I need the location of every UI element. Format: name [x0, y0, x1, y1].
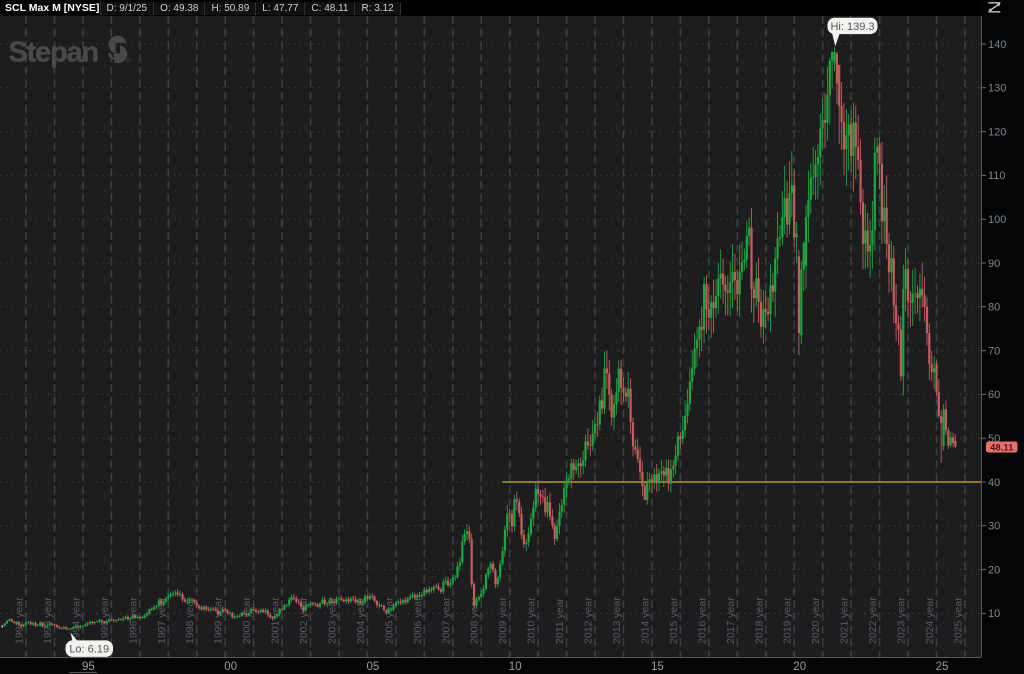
svg-text:2023 year: 2023 year [896, 597, 908, 644]
svg-text:2021 year: 2021 year [839, 597, 851, 644]
svg-text:80: 80 [988, 302, 1000, 314]
svg-text:2003 year: 2003 year [327, 597, 339, 644]
svg-text:2007 year: 2007 year [440, 597, 452, 644]
svg-text:Hi: 139.3: Hi: 139.3 [830, 21, 874, 33]
svg-text:40: 40 [988, 477, 1000, 489]
svg-text:20: 20 [793, 661, 806, 673]
svg-text:2009 year: 2009 year [497, 597, 509, 644]
svg-text:60: 60 [988, 389, 1000, 401]
svg-text:2001 year: 2001 year [270, 597, 282, 644]
svg-text:95: 95 [82, 661, 95, 673]
svg-text:2018 year: 2018 year [753, 597, 765, 644]
svg-text:2011 year: 2011 year [554, 598, 566, 644]
svg-text:1999 year: 1999 year [213, 597, 225, 644]
svg-text:2016 year: 2016 year [696, 597, 708, 644]
svg-text:2008 year: 2008 year [469, 597, 481, 644]
svg-text:15: 15 [651, 661, 664, 673]
svg-text:Lo: 6.19: Lo: 6.19 [69, 644, 109, 656]
svg-text:2022 year: 2022 year [867, 597, 879, 644]
svg-text:1995 year: 1995 year [99, 597, 111, 644]
svg-text:2004 year: 2004 year [355, 597, 367, 644]
svg-text:2024 year: 2024 year [924, 597, 936, 644]
svg-text:2025 year: 2025 year [952, 597, 964, 644]
svg-text:130: 130 [988, 83, 1006, 95]
svg-text:25: 25 [936, 661, 949, 673]
svg-text:2013 year: 2013 year [611, 597, 623, 644]
svg-text:Stepan: Stepan [9, 37, 99, 69]
svg-text:120: 120 [988, 126, 1006, 138]
svg-text:1996 year: 1996 year [127, 597, 139, 644]
svg-text:2010 year: 2010 year [526, 597, 538, 644]
svg-text:05: 05 [367, 661, 380, 673]
svg-text:2000 year: 2000 year [241, 597, 253, 644]
svg-text:70: 70 [988, 345, 1000, 357]
svg-text:90: 90 [988, 258, 1000, 270]
svg-text:00: 00 [224, 661, 237, 673]
svg-text:2017 year: 2017 year [725, 597, 737, 644]
svg-text:140: 140 [988, 39, 1006, 51]
svg-text:1998 year: 1998 year [184, 597, 196, 644]
svg-text:48.11: 48.11 [990, 442, 1014, 453]
svg-text:110: 110 [988, 170, 1006, 182]
svg-text:2020 year: 2020 year [810, 597, 822, 644]
svg-text:30: 30 [988, 521, 1000, 533]
svg-text:2019 year: 2019 year [782, 597, 794, 644]
svg-text:2014 year: 2014 year [639, 597, 651, 644]
svg-text:1997 year: 1997 year [156, 597, 168, 644]
svg-text:100: 100 [988, 214, 1006, 226]
svg-text:2006 year: 2006 year [412, 597, 424, 644]
svg-text:2012 year: 2012 year [583, 597, 595, 644]
svg-text:20: 20 [988, 564, 1000, 576]
svg-text:1992 year: 1992 year [14, 597, 26, 644]
svg-text:1994 year: 1994 year [70, 597, 82, 644]
svg-text:10: 10 [988, 608, 1000, 620]
svg-text:10: 10 [509, 661, 522, 673]
svg-text:2015 year: 2015 year [668, 597, 680, 644]
svg-text:1993 year: 1993 year [42, 597, 54, 644]
